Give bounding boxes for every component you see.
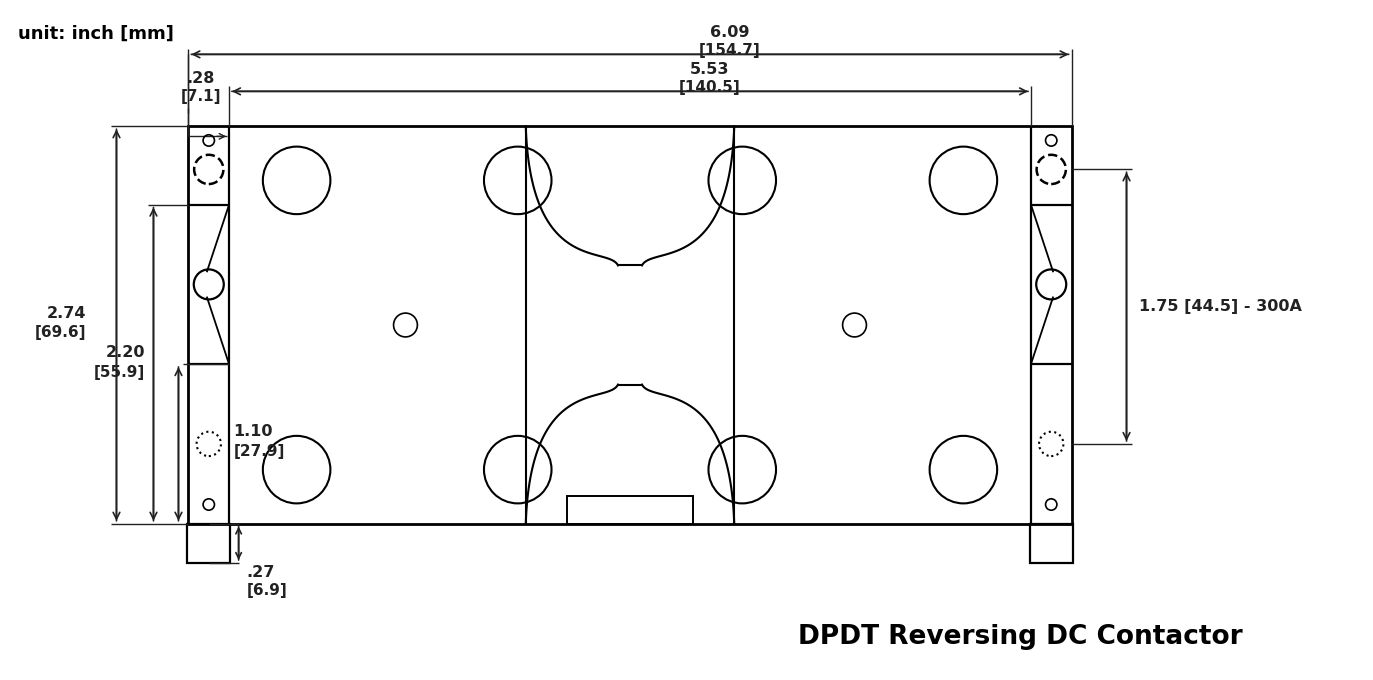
Text: unit: inch [mm]: unit: inch [mm] xyxy=(18,25,174,43)
Text: 6.09: 6.09 xyxy=(710,25,750,40)
Text: [6.9]: [6.9] xyxy=(247,583,287,598)
Text: .27: .27 xyxy=(247,565,275,580)
Bar xyxy=(188,126,1071,524)
Text: [154.7]: [154.7] xyxy=(699,43,761,58)
Text: [27.9]: [27.9] xyxy=(233,445,284,460)
Text: [140.5]: [140.5] xyxy=(680,80,741,95)
Text: [55.9]: [55.9] xyxy=(95,364,146,379)
Bar xyxy=(1030,524,1072,563)
Text: DPDT Reversing DC Contactor: DPDT Reversing DC Contactor xyxy=(798,624,1243,650)
Text: .28: .28 xyxy=(187,71,214,86)
Text: 1.75 [44.5] - 300A: 1.75 [44.5] - 300A xyxy=(1138,299,1302,314)
Text: 2.74: 2.74 xyxy=(47,305,86,320)
Bar xyxy=(567,496,692,524)
Bar xyxy=(188,524,231,563)
Text: [69.6]: [69.6] xyxy=(34,326,86,341)
Text: 5.53: 5.53 xyxy=(691,62,730,77)
Text: 1.10: 1.10 xyxy=(233,424,273,439)
Text: 2.20: 2.20 xyxy=(106,345,146,360)
Text: [7.1]: [7.1] xyxy=(180,89,221,104)
